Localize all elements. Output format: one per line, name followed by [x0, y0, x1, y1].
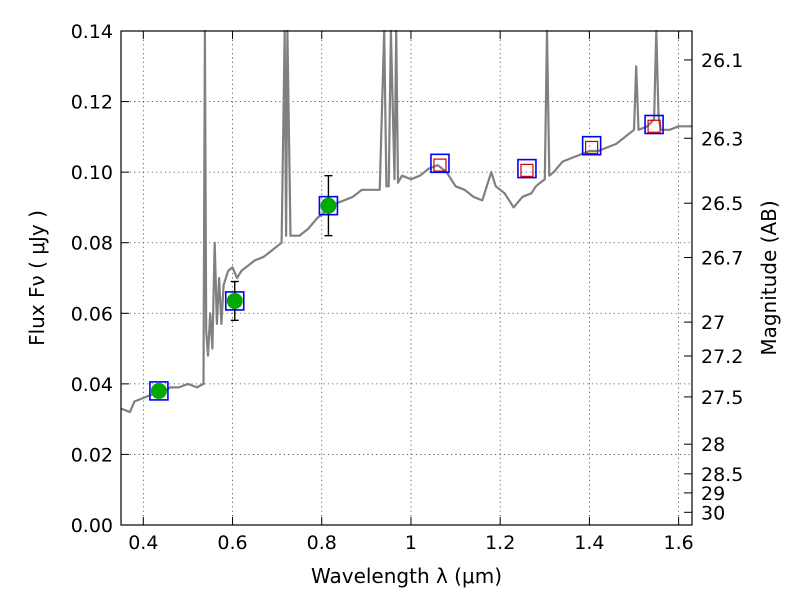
x-tick-label: 0.6 — [217, 532, 247, 554]
right-y-tick-label: 26.1 — [701, 50, 743, 72]
y-tick-label: 0.04 — [71, 374, 113, 396]
y-tick-label: 0.06 — [71, 303, 113, 325]
y-tick-label: 0.02 — [71, 444, 113, 466]
model-photometry-square — [517, 158, 537, 179]
right-y-tick-label: 26.7 — [701, 248, 743, 270]
model-photometry-square — [149, 381, 169, 401]
model-photometry-square — [581, 135, 602, 156]
y-tick-label: 0.10 — [71, 162, 113, 184]
y-axis-label: Flux Fν ( μJy ) — [25, 210, 49, 346]
model-photometry-square — [430, 153, 450, 174]
spectrum-line — [120, 29, 692, 414]
right-y-tick-label: 28 — [701, 434, 725, 456]
right-y-tick-label: 26.5 — [701, 193, 743, 215]
upper-limit-square — [520, 163, 534, 177]
right-y-tick-label: 29 — [701, 483, 725, 505]
photometry-points — [149, 114, 664, 401]
model-spectrum — [120, 29, 692, 414]
y-tick-label: 0.14 — [71, 21, 113, 43]
detection-point — [320, 197, 337, 214]
plot-frame — [120, 30, 693, 526]
right-y-tick-label: 26.3 — [701, 128, 743, 150]
right-y-tick-label: 27 — [701, 312, 725, 334]
x-tick-label: 1 — [405, 532, 417, 554]
right-y-tick-label: 27.2 — [701, 346, 743, 368]
y-tick-label: 0.08 — [71, 233, 113, 255]
x-tick-label: 0.4 — [128, 532, 158, 554]
x-tick-label: 1.2 — [485, 532, 515, 554]
x-tick-label: 0.8 — [307, 532, 337, 554]
x-tick-label: 1.4 — [574, 532, 604, 554]
x-axis-label: Wavelength λ (μm) — [311, 564, 502, 588]
right-y-tick-label: 27.5 — [701, 387, 743, 409]
y-tick-label: 0.00 — [71, 515, 113, 537]
x-tick-label: 1.6 — [664, 532, 694, 554]
right-y-axis-label: Magnitude (AB) — [757, 200, 781, 355]
detection-point — [226, 292, 243, 309]
right-y-tick-label: 30 — [701, 502, 725, 524]
axis-ticks: 0.4 0.6 0.8 1 1.2 1.4 1.6 0.00 0.02 0.04 0.06 0.08 0… — [71, 21, 744, 554]
y-tick-label: 0.12 — [71, 92, 113, 114]
upper-limit-square — [585, 140, 599, 155]
detection-point — [150, 382, 167, 399]
upper-limit-square — [433, 158, 447, 172]
right-y-tick-label: 28.5 — [701, 464, 743, 486]
upper-limit-square — [647, 119, 661, 133]
model-photometry-square — [644, 114, 664, 135]
